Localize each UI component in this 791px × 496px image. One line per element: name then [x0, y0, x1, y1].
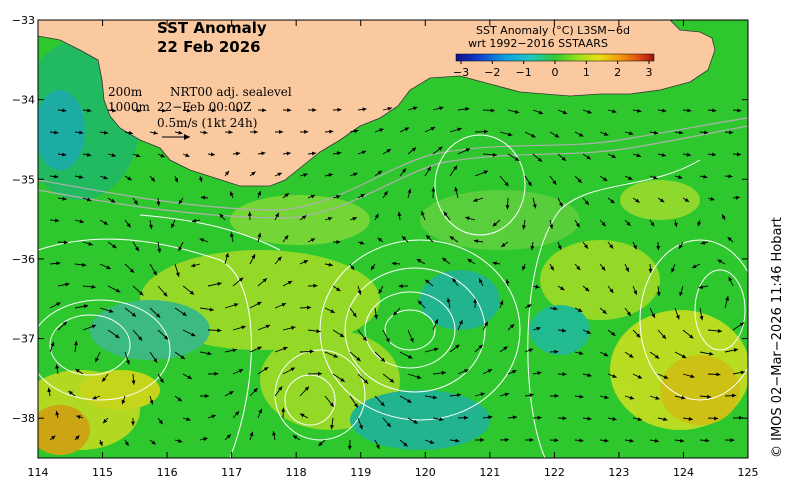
lon-tick-label: 125	[738, 466, 759, 479]
lon-tick-label: 116	[157, 466, 178, 479]
lon-tick-label: 124	[673, 466, 694, 479]
legend-tick-label: −2	[484, 66, 500, 79]
lon-tick-label: 120	[415, 466, 436, 479]
vector-scale-label: 0.5m/s (1kt 24h)	[157, 116, 257, 130]
credit-text: © IMOS 02−Mar−2026 11:46 Hobart	[770, 217, 785, 458]
legend-tick-label: 2	[614, 66, 621, 79]
lon-tick-label: 123	[608, 466, 629, 479]
contour-200m-label: 200m	[108, 85, 143, 99]
source-label: NRT00 adj. sealevel	[170, 85, 292, 99]
map-title-line1: SST Anomaly	[157, 19, 267, 37]
lon-tick-label: 122	[544, 466, 565, 479]
lat-tick-label: −38	[12, 412, 35, 425]
legend-tick-label: 1	[583, 66, 590, 79]
lat-tick-label: −37	[12, 333, 35, 346]
source-time-label: 22−Feb 00:00Z	[157, 100, 252, 114]
lon-tick-label: 114	[28, 466, 49, 479]
legend-title-line1: SST Anomaly (°C) L3SM−6d	[476, 24, 630, 37]
lon-tick-label: 115	[92, 466, 113, 479]
legend-tick-label: −3	[453, 66, 469, 79]
legend-tick-label: 3	[646, 66, 653, 79]
legend-tick-label: −1	[516, 66, 532, 79]
legend-title-line2: wrt 1992−2016 SSTAARS	[468, 37, 608, 50]
lon-tick-label: 118	[286, 466, 307, 479]
lat-tick-label: −34	[12, 94, 35, 107]
legend-colorbar	[456, 54, 654, 61]
legend-tick-label: 0	[552, 66, 559, 79]
lat-tick-label: −35	[12, 173, 35, 186]
lon-tick-label: 119	[350, 466, 371, 479]
lon-tick-label: 121	[479, 466, 500, 479]
contour-1000m-label: 1000m	[108, 100, 151, 114]
lat-tick-label: −33	[12, 14, 35, 27]
lat-tick-label: −36	[12, 253, 35, 266]
map-title-line2: 22 Feb 2026	[157, 38, 261, 56]
lon-tick-label: 117	[221, 466, 242, 479]
